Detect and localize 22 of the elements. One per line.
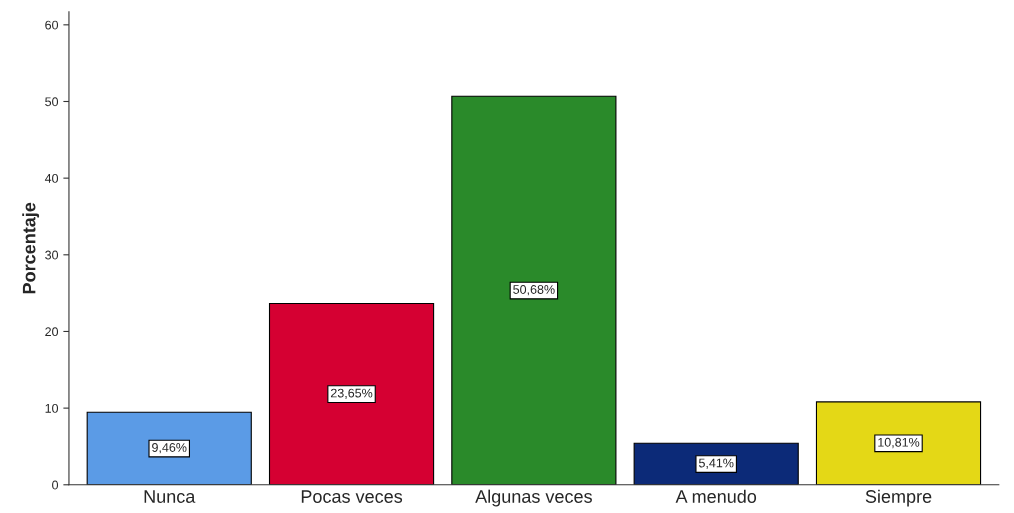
y-tick-label: 0	[52, 480, 59, 490]
y-tick-label: 50	[45, 97, 59, 107]
y-tick-label: 30	[45, 250, 59, 260]
y-axis-title: Porcentaje	[22, 202, 40, 294]
x-tick-label: Pocas veces	[301, 490, 403, 503]
data-label: 23,65%	[330, 388, 373, 399]
bar	[451, 95, 617, 485]
y-tick-label: 40	[44, 173, 59, 183]
bar	[86, 411, 252, 485]
bar	[268, 302, 435, 485]
x-tick-label: A menudo	[675, 489, 757, 503]
data-label: 50,68%	[513, 285, 555, 296]
y-tick-label: 60	[45, 20, 59, 30]
data-label: 5,41%	[698, 458, 734, 469]
x-tick-label: Siempre	[865, 489, 932, 507]
data-label: 10,81%	[878, 437, 920, 449]
y-tick-label: 10	[45, 403, 59, 413]
y-tick-label: 20	[45, 327, 59, 337]
x-tick-label: Algunas veces	[475, 489, 592, 507]
data-label: 9,46%	[152, 443, 187, 454]
x-tick-label: Nunca	[144, 490, 196, 503]
bar	[815, 401, 982, 485]
